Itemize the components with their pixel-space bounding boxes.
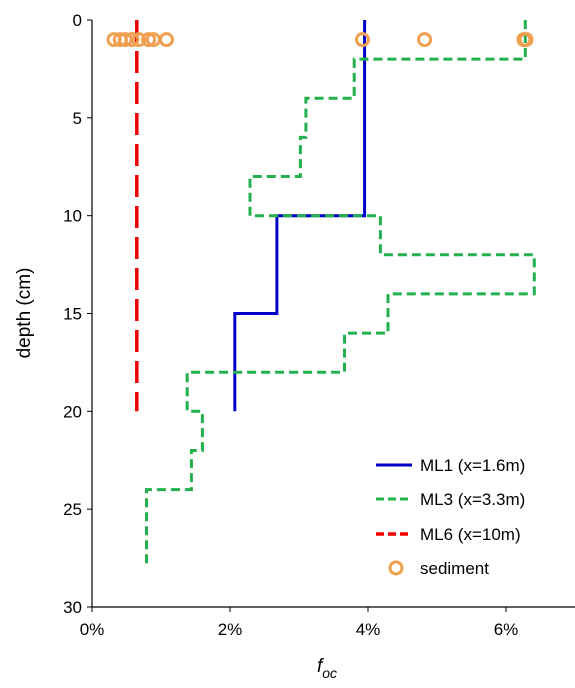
y-tick-label: 20 (63, 402, 82, 421)
legend-label: ML6 (x=10m) (420, 525, 521, 544)
series-group (106, 20, 536, 568)
y-tick-label: 30 (63, 598, 82, 617)
x-tick-label: 4% (356, 620, 381, 639)
x-tick-label: 6% (494, 620, 519, 639)
y-axis-label: depth (cm) (14, 268, 35, 359)
x-tick-label: 0% (80, 620, 105, 639)
plot-area (92, 20, 575, 607)
y-tick-label: 0 (73, 11, 82, 30)
legend-label: ML1 (x=1.6m) (420, 456, 525, 475)
sediment-point (159, 32, 175, 48)
series-line-ml3-x-3-3m (145, 20, 536, 568)
sediment-point (354, 32, 370, 48)
sediment-point (141, 32, 157, 48)
y-tick-label: 15 (63, 305, 82, 324)
axes: 0 5 10 15 20 25 30 0% 2% 4% 6% (63, 11, 575, 639)
legend-label: sediment (420, 559, 489, 578)
y-tick-label: 10 (63, 207, 82, 226)
sediment-point (117, 32, 133, 48)
sediment-point (131, 32, 147, 48)
series-line-ml1-x-1-6m (233, 20, 367, 412)
legend: ML1 (x=1.6m) ML3 (x=3.3m) ML6 (x=10m) sedim… (376, 456, 525, 578)
legend-marker (388, 560, 404, 576)
sediment-point (124, 32, 140, 48)
y-tick-label: 25 (63, 500, 82, 519)
legend-label: ML3 (x=3.3m) (420, 490, 525, 509)
sediment-point (417, 32, 433, 48)
sediment-point (518, 32, 534, 48)
x-tick-label: 2% (218, 620, 243, 639)
y-tick-label: 5 (73, 109, 82, 128)
x-axis-label: foc (317, 656, 337, 681)
